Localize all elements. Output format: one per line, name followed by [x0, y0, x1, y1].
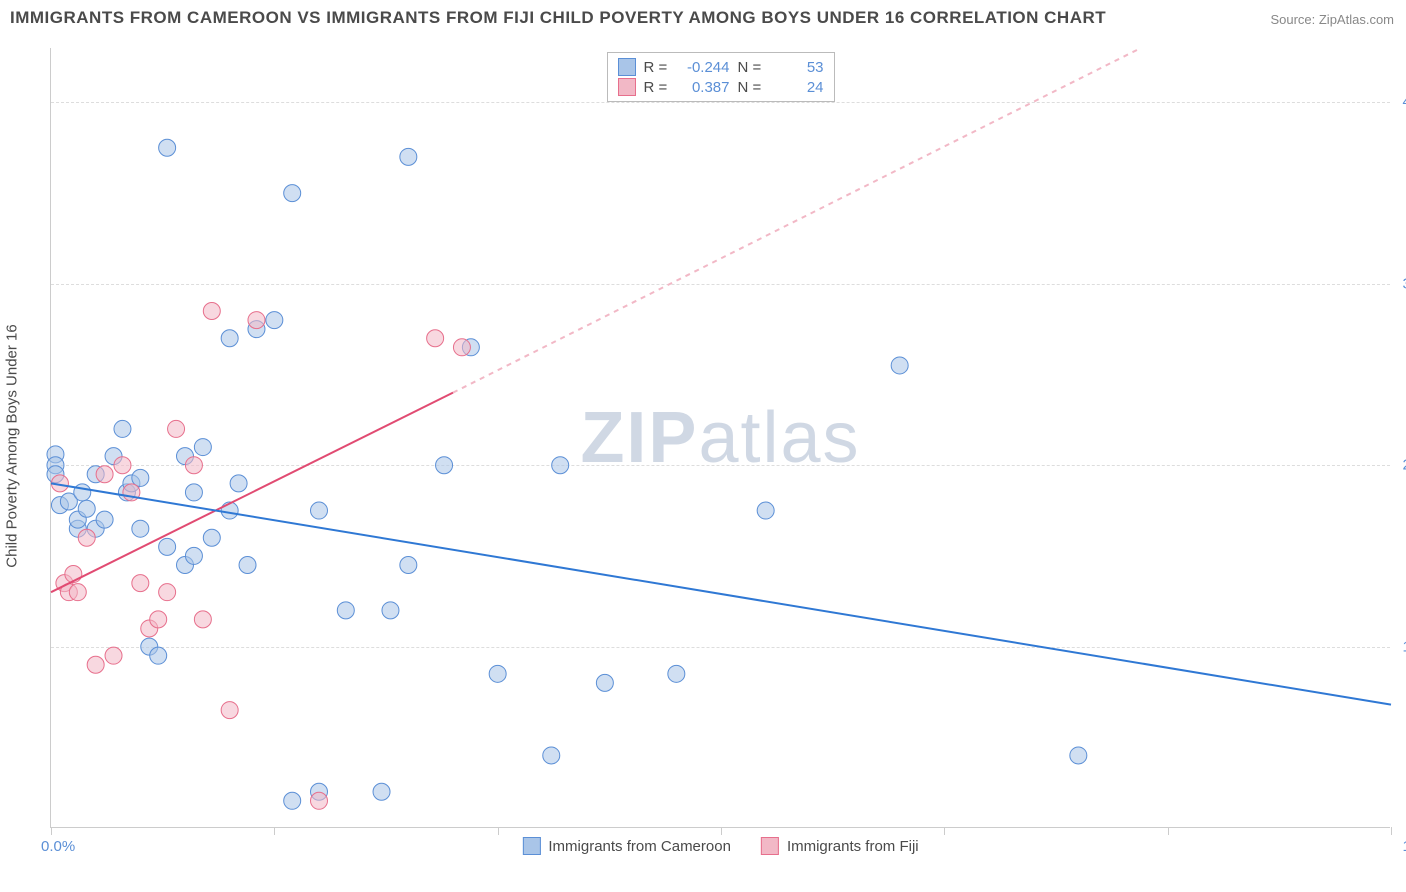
data-point: [382, 602, 399, 619]
data-point: [69, 584, 86, 601]
x-tick: [274, 827, 275, 835]
legend-item-fiji: Immigrants from Fiji: [761, 837, 919, 855]
data-point: [436, 457, 453, 474]
data-point: [248, 312, 265, 329]
y-axis-label: Child Poverty Among Boys Under 16: [4, 324, 21, 567]
data-point: [96, 511, 113, 528]
data-point: [194, 439, 211, 456]
data-point: [453, 339, 470, 356]
data-point: [203, 529, 220, 546]
data-point: [757, 502, 774, 519]
data-point: [185, 547, 202, 564]
data-point: [596, 674, 613, 691]
data-point: [373, 783, 390, 800]
x-tick: [498, 827, 499, 835]
data-point: [337, 602, 354, 619]
data-point: [230, 475, 247, 492]
data-point: [185, 457, 202, 474]
data-point: [114, 420, 131, 437]
data-point: [284, 792, 301, 809]
data-point: [221, 330, 238, 347]
correlation-legend: R = -0.244 N = 53 R = 0.387 N = 24: [607, 52, 835, 102]
series-legend: Immigrants from Cameroon Immigrants from…: [522, 837, 918, 855]
data-point: [400, 556, 417, 573]
data-point: [159, 538, 176, 555]
x-tick: [51, 827, 52, 835]
data-point: [159, 584, 176, 601]
data-point: [203, 303, 220, 320]
data-point: [87, 656, 104, 673]
data-point: [78, 529, 95, 546]
data-point: [311, 792, 328, 809]
data-point: [114, 457, 131, 474]
data-point: [185, 484, 202, 501]
x-tick: [1168, 827, 1169, 835]
data-point: [150, 647, 167, 664]
data-point: [150, 611, 167, 628]
data-point: [311, 502, 328, 519]
swatch-cameroon: [522, 837, 540, 855]
data-point: [105, 647, 122, 664]
data-point: [96, 466, 113, 483]
data-point: [668, 665, 685, 682]
legend-item-cameroon: Immigrants from Cameroon: [522, 837, 731, 855]
x-axis-min-label: 0.0%: [41, 838, 75, 855]
y-tick-label: 10.0%: [1402, 638, 1406, 655]
data-point: [132, 469, 149, 486]
data-point: [284, 185, 301, 202]
data-point: [194, 611, 211, 628]
data-point: [74, 484, 91, 501]
x-tick: [944, 827, 945, 835]
data-point: [239, 556, 256, 573]
x-tick: [1391, 827, 1392, 835]
data-point: [221, 702, 238, 719]
x-tick: [721, 827, 722, 835]
y-tick-label: 40.0%: [1402, 94, 1406, 111]
chart-title: IMMIGRANTS FROM CAMEROON VS IMMIGRANTS F…: [10, 8, 1106, 28]
data-point: [78, 500, 95, 517]
scatter-plot: [51, 48, 1390, 827]
y-tick-label: 30.0%: [1402, 275, 1406, 292]
swatch-fiji: [761, 837, 779, 855]
data-point: [543, 747, 560, 764]
x-axis-max-label: 15.0%: [1402, 838, 1406, 855]
data-point: [489, 665, 506, 682]
swatch-cameroon: [618, 58, 636, 76]
data-point: [400, 148, 417, 165]
data-point: [266, 312, 283, 329]
data-point: [891, 357, 908, 374]
chart-plot-area: ZIPatlas 10.0%20.0%30.0%40.0% 0.0% 15.0%…: [50, 48, 1390, 828]
data-point: [168, 420, 185, 437]
legend-row-fiji: R = 0.387 N = 24: [618, 77, 824, 97]
data-point: [159, 139, 176, 156]
swatch-fiji: [618, 78, 636, 96]
source-attribution: Source: ZipAtlas.com: [1270, 12, 1394, 27]
data-point: [552, 457, 569, 474]
data-point: [132, 575, 149, 592]
y-tick-label: 20.0%: [1402, 457, 1406, 474]
data-point: [132, 520, 149, 537]
legend-row-cameroon: R = -0.244 N = 53: [618, 57, 824, 77]
data-point: [1070, 747, 1087, 764]
data-point: [427, 330, 444, 347]
